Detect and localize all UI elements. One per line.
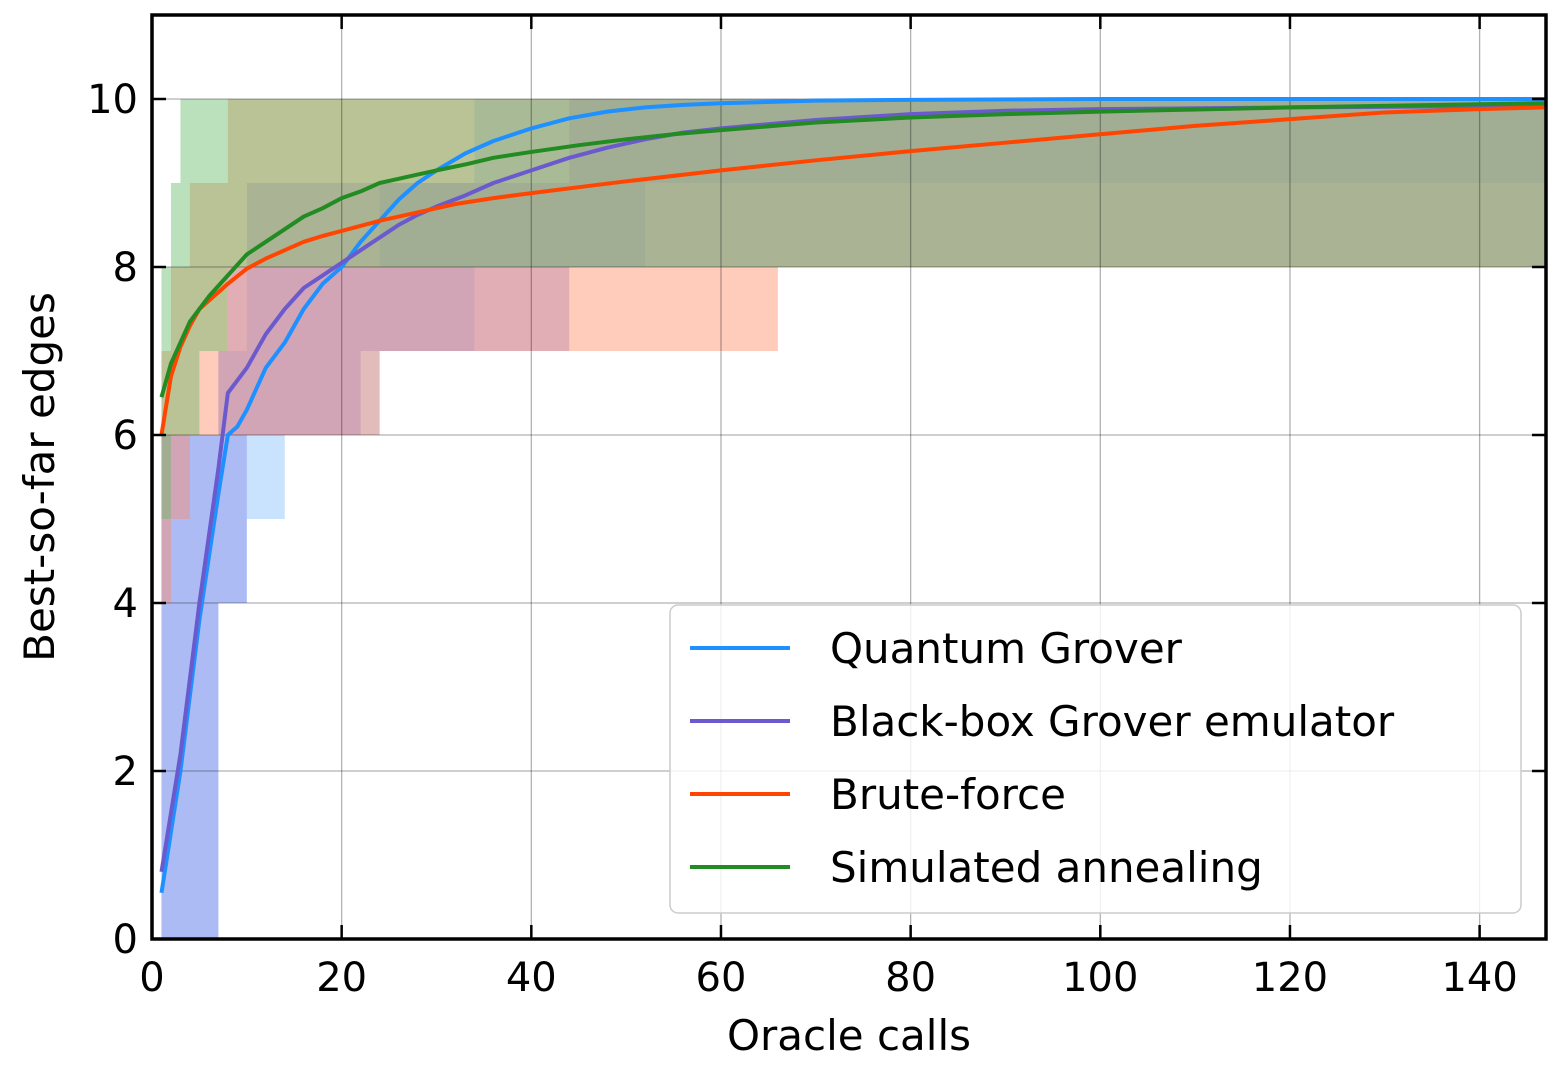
x-tick-label: 60	[696, 955, 747, 1001]
plot-frame	[150, 13, 1548, 941]
y-tick-label: 6	[113, 413, 138, 459]
x-tick-label: 80	[885, 955, 936, 1001]
x-tick-label: 100	[1062, 955, 1138, 1001]
legend-label-brute-force: Brute-force	[830, 770, 1066, 819]
legend-label-quantum-grover: Quantum Grover	[830, 624, 1183, 673]
line-black-box-grover-emulator	[159, 103, 1546, 873]
band-brute-force	[161, 99, 1546, 603]
y-tick-label: 2	[113, 749, 138, 795]
line-simulated-annealing	[159, 101, 1546, 398]
y-tick-label: 4	[113, 581, 138, 627]
axis-ticks: 0 20 40 60 80 100 120 140 0 2 4 6 8 10	[87, 15, 1546, 1001]
y-axis-label: Best-so-far edges	[15, 292, 64, 662]
y-tick-label: 8	[113, 245, 138, 291]
confidence-bands	[161, 99, 1546, 939]
line-quantum-grover	[159, 97, 1546, 894]
legend: Quantum Grover Black-box Grover emulator B…	[669, 604, 1522, 914]
y-tick-label: 10	[87, 77, 138, 123]
legend-label-black-box-grover-emulator: Black-box Grover emulator	[830, 697, 1395, 746]
legend-label-simulated-annealing: Simulated annealing	[830, 843, 1263, 892]
band-black-box-grover-emulator	[161, 99, 1546, 939]
y-tick-label: 0	[113, 917, 138, 963]
x-tick-label: 20	[316, 955, 367, 1001]
x-tick-label: 120	[1252, 955, 1328, 1001]
line-brute-force	[159, 105, 1546, 436]
band-simulated-annealing	[161, 99, 1546, 519]
legend-box	[669, 604, 1522, 914]
x-tick-label: 40	[506, 955, 557, 1001]
x-axis-label: Oracle calls	[727, 1011, 971, 1060]
x-tick-label: 140	[1441, 955, 1517, 1001]
x-tick-label: 0	[139, 955, 164, 1001]
band-quantum-grover	[161, 99, 1546, 939]
series-lines	[159, 97, 1546, 894]
